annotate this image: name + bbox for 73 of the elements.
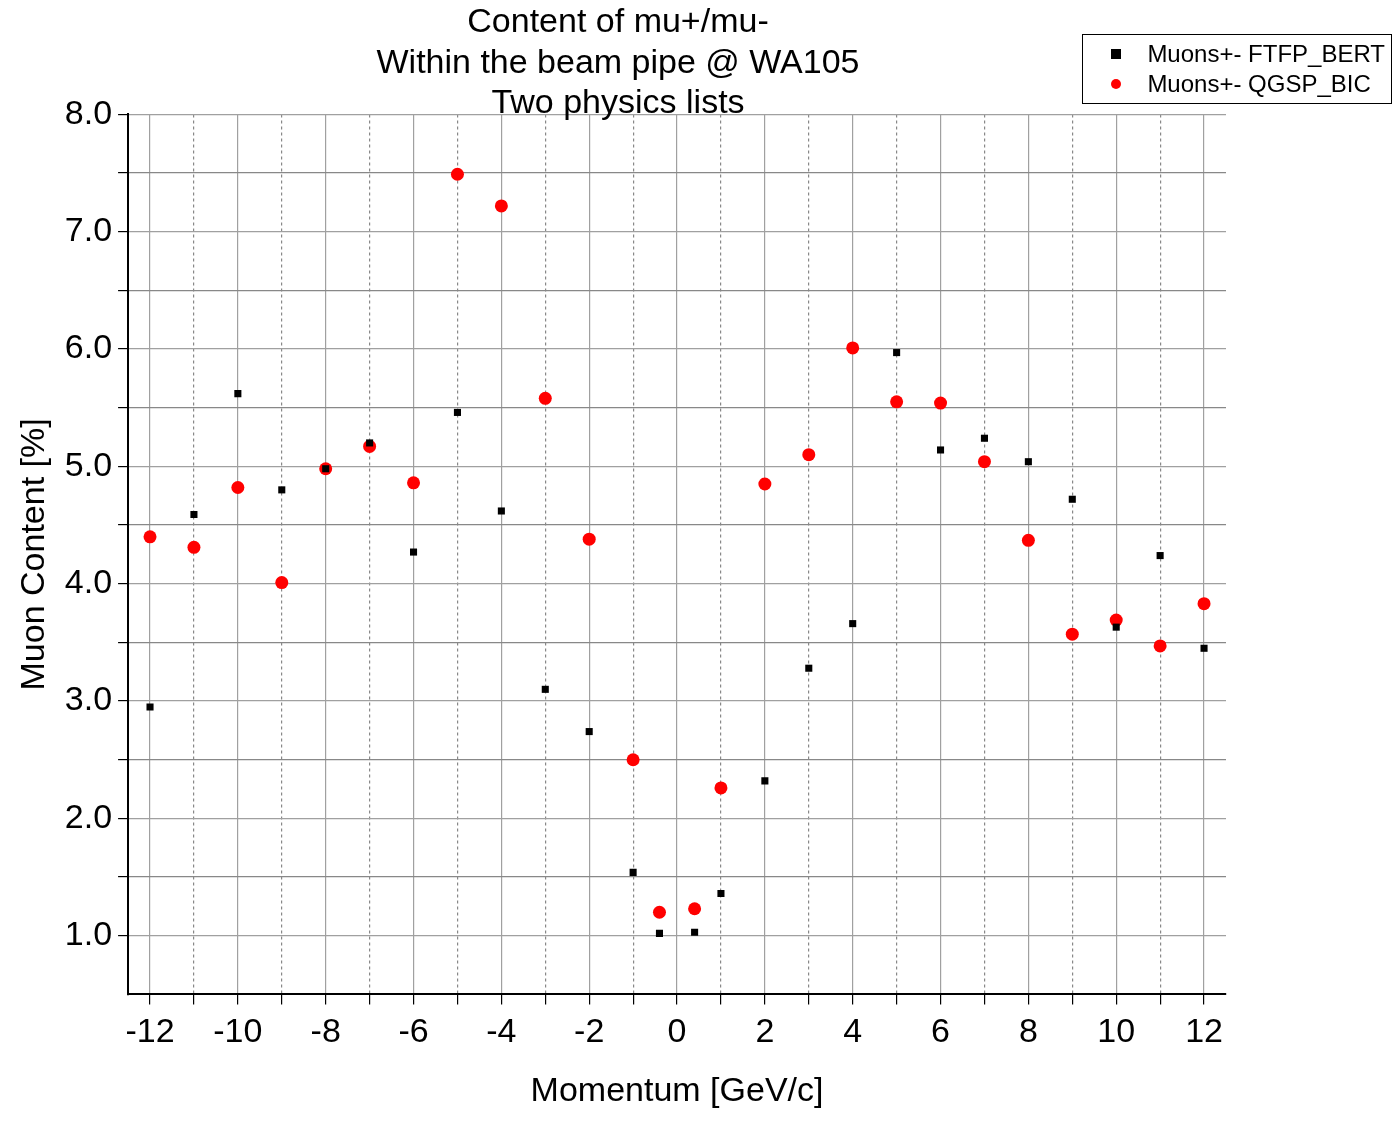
point — [717, 889, 725, 898]
point — [655, 929, 663, 937]
y-tick-label: 2.0 — [64, 796, 113, 835]
point — [450, 167, 464, 181]
point — [937, 446, 945, 454]
chart-title: Content of mu+/mu- Within the beam pipe @ WA105 Two physics lists — [376, 0, 860, 121]
point — [934, 396, 948, 410]
point — [846, 341, 860, 355]
point — [688, 902, 702, 916]
point — [1200, 644, 1208, 652]
y-tick-label: 8.0 — [64, 92, 113, 131]
point — [802, 448, 816, 462]
point — [691, 928, 699, 936]
x-tick-label: -10 — [213, 1011, 263, 1050]
point — [652, 905, 666, 919]
point — [1068, 495, 1076, 503]
point — [1153, 639, 1167, 653]
point — [278, 486, 286, 494]
point — [849, 620, 857, 628]
point — [541, 685, 549, 693]
x-tick-label: 8 — [1018, 1011, 1038, 1050]
y-tick-label: 7.0 — [64, 210, 113, 249]
x-axis-title: Momentum [GeV/c] — [530, 1069, 824, 1108]
x-tick-label: -6 — [398, 1011, 429, 1050]
point — [143, 530, 157, 544]
point — [231, 481, 245, 495]
y-tick-label: 3.0 — [64, 679, 113, 718]
x-tick-label: -4 — [486, 1011, 517, 1050]
point — [980, 434, 988, 442]
point — [1065, 627, 1079, 641]
point — [407, 476, 421, 490]
point — [626, 753, 640, 767]
point — [494, 199, 508, 213]
point — [977, 455, 991, 469]
point — [1021, 533, 1035, 547]
point — [275, 576, 289, 590]
point — [758, 477, 772, 491]
legend-label: Muons+- FTFP_BERT — [1147, 39, 1385, 69]
point — [805, 664, 813, 672]
point — [893, 349, 901, 357]
point — [190, 510, 198, 519]
x-tick-label: -12 — [125, 1011, 175, 1050]
point — [453, 408, 461, 416]
point — [234, 390, 242, 398]
point — [1197, 597, 1211, 611]
y-tick-label: 4.0 — [64, 562, 113, 601]
x-tick-label: -2 — [574, 1011, 605, 1050]
x-tick-label: 12 — [1185, 1011, 1223, 1050]
x-tick-label: 2 — [755, 1011, 775, 1050]
y-tick-label: 6.0 — [64, 327, 113, 366]
point — [187, 540, 201, 554]
x-tick-label: 0 — [667, 1011, 687, 1050]
point — [629, 868, 637, 876]
point — [409, 548, 418, 556]
point — [1156, 552, 1164, 560]
point — [890, 395, 904, 409]
point — [1112, 623, 1120, 631]
point — [714, 781, 728, 795]
x-tick-label: 4 — [843, 1011, 863, 1050]
x-tick-label: 6 — [931, 1011, 950, 1050]
point — [582, 532, 596, 546]
point — [585, 728, 593, 736]
y-axis-title: Muon Content [%] — [12, 418, 51, 691]
point — [1024, 458, 1032, 466]
point — [497, 507, 505, 515]
x-tick-label: -8 — [310, 1011, 341, 1050]
point — [146, 703, 154, 711]
y-tick-label: 5.0 — [64, 444, 113, 483]
y-tick-label: 1.0 — [64, 914, 113, 953]
x-tick-label: 10 — [1097, 1011, 1136, 1050]
legend-label: Muons+- QGSP_BIC — [1147, 69, 1371, 99]
point — [761, 777, 769, 785]
point — [538, 391, 552, 405]
